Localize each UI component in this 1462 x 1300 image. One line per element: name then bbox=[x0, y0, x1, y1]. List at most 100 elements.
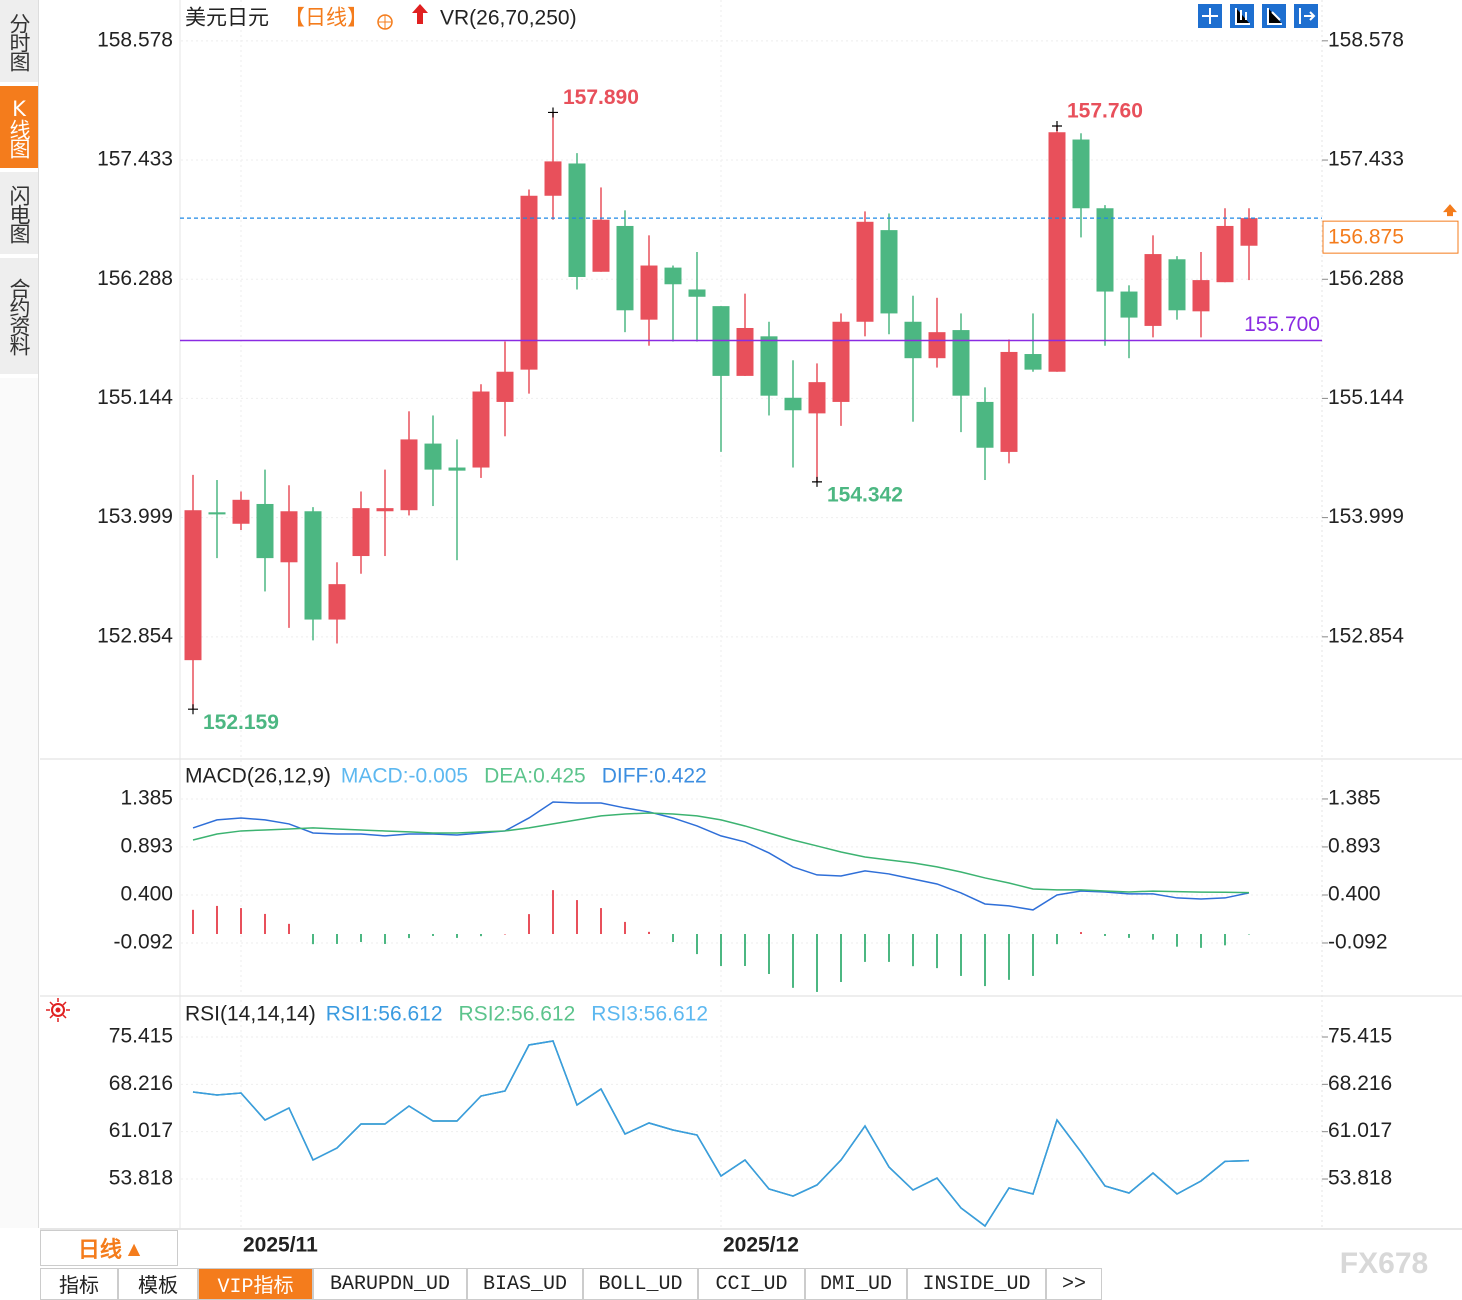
candle-body bbox=[1216, 225, 1234, 283]
candle-body bbox=[208, 512, 226, 515]
indicator-tab[interactable]: 指标 bbox=[40, 1268, 118, 1300]
y-tick-label: 0.400 bbox=[120, 883, 173, 906]
histogram-bar bbox=[1056, 934, 1058, 945]
y-tick-label: 68.216 bbox=[109, 1072, 173, 1095]
y-tick-label-right: 157.433 bbox=[1328, 148, 1404, 171]
candle-body bbox=[352, 508, 370, 557]
up-arrow-icon bbox=[412, 4, 428, 24]
side-tab[interactable]: 分时图 bbox=[0, 0, 38, 86]
histogram-bar bbox=[1128, 934, 1130, 938]
extreme-label: 152.159 bbox=[203, 711, 279, 734]
y-tick-label: 156.288 bbox=[97, 267, 173, 290]
histogram-bar bbox=[336, 934, 338, 944]
indicator-tab[interactable]: 模板 bbox=[118, 1268, 198, 1300]
period-tab-arrow: ▲ bbox=[127, 1238, 141, 1258]
histogram-bar bbox=[696, 934, 698, 955]
histogram-bar bbox=[888, 934, 890, 962]
series-line bbox=[192, 812, 1250, 894]
candle-body bbox=[616, 225, 634, 311]
histogram-bar bbox=[1176, 934, 1178, 947]
legend-entry: DEA:0.425 bbox=[484, 765, 586, 788]
candle-body bbox=[784, 397, 802, 411]
indicator-tab[interactable]: BARUPDN_UD bbox=[313, 1268, 467, 1300]
histogram-bar bbox=[768, 934, 770, 974]
last-price-arrow bbox=[1443, 204, 1457, 217]
histogram-bar bbox=[648, 931, 650, 935]
indicator-tab[interactable]: DMI_UD bbox=[805, 1268, 907, 1300]
histogram-bar bbox=[912, 934, 914, 967]
y-tick-label: 153.999 bbox=[97, 505, 173, 528]
add-indicator-icon[interactable] bbox=[377, 14, 393, 30]
y-tick-label-right: 156.288 bbox=[1328, 267, 1404, 290]
reference-label: 155.700 bbox=[1244, 313, 1320, 336]
candle-body bbox=[592, 219, 610, 272]
histogram-bar bbox=[480, 934, 482, 937]
y-tick-label-right: 75.415 bbox=[1328, 1025, 1392, 1048]
y-tick-label: 75.415 bbox=[109, 1025, 173, 1048]
legend-entry: RSI2:56.612 bbox=[459, 1003, 576, 1026]
histogram-bar bbox=[816, 934, 818, 992]
y-tick-label: 157.433 bbox=[97, 148, 173, 171]
candle-body bbox=[184, 510, 202, 661]
candle-body bbox=[520, 195, 538, 370]
candle-body bbox=[976, 401, 994, 448]
candle-body bbox=[1048, 132, 1066, 372]
period-tab[interactable]: 日线 ▲ bbox=[40, 1230, 178, 1266]
y-tick-label-right: 155.144 bbox=[1328, 386, 1404, 409]
indicator-tab[interactable]: VIP指标 bbox=[198, 1268, 313, 1300]
y-tick-label-right: 1.385 bbox=[1328, 787, 1381, 810]
histogram-bar bbox=[624, 921, 626, 935]
candle-body bbox=[1144, 254, 1162, 326]
histogram-bar bbox=[864, 934, 866, 962]
y-tick-label: 152.854 bbox=[97, 624, 173, 647]
toolbar-icons[interactable] bbox=[1198, 4, 1318, 28]
extreme-label: 157.890 bbox=[563, 86, 639, 109]
legend-entry: DIFF:0.422 bbox=[602, 765, 707, 788]
legend-entry: RSI3:56.612 bbox=[591, 1003, 708, 1026]
indicator-tabs: 指标 模板 VIP指标 BARUPDN_UD BIAS_UD BOLL_UD CCI_UD D… bbox=[40, 1268, 1102, 1300]
candle-body bbox=[808, 382, 826, 414]
period-label: 【日线】 bbox=[284, 7, 368, 30]
sidebar: 分时图 K线图 闪电图 合约资料 bbox=[0, 0, 39, 1228]
side-tab[interactable]: 闪电图 bbox=[0, 172, 38, 258]
y-tick-label-right: 53.818 bbox=[1328, 1167, 1392, 1190]
candle-body bbox=[688, 289, 706, 297]
histogram-bar bbox=[1104, 934, 1106, 936]
candle-body bbox=[448, 467, 466, 471]
last-price-box bbox=[1322, 220, 1459, 254]
histogram-bar bbox=[792, 934, 794, 988]
extreme-label: 154.342 bbox=[827, 483, 903, 506]
y-tick-label-right: 68.216 bbox=[1328, 1072, 1392, 1095]
candle-body bbox=[952, 330, 970, 396]
legend-entry: MACD:-0.005 bbox=[341, 765, 468, 788]
indicator-tab[interactable]: BOLL_UD bbox=[583, 1268, 698, 1300]
candle-body bbox=[880, 230, 898, 314]
indicator-tab[interactable]: CCI_UD bbox=[698, 1268, 805, 1300]
y-tick-label-right: 61.017 bbox=[1328, 1119, 1392, 1142]
indicator-tab[interactable]: BIAS_UD bbox=[467, 1268, 583, 1300]
histogram-bar bbox=[1008, 934, 1010, 980]
extreme-label: 157.760 bbox=[1067, 100, 1143, 123]
candle-body bbox=[544, 161, 562, 196]
histogram-bar bbox=[1032, 934, 1034, 976]
y-tick-label-right: 152.854 bbox=[1328, 624, 1404, 647]
side-tab[interactable]: K线图 bbox=[0, 86, 38, 172]
histogram-bar bbox=[1224, 934, 1226, 946]
side-tab[interactable]: 合约资料 bbox=[0, 258, 38, 378]
histogram-bar bbox=[960, 934, 962, 976]
candle-body bbox=[256, 503, 274, 559]
rsi-settings-icon[interactable] bbox=[46, 998, 70, 1022]
candle-body bbox=[832, 321, 850, 402]
candle-body bbox=[1024, 354, 1042, 370]
indicator-tab[interactable]: >> bbox=[1046, 1268, 1102, 1300]
histogram-bar bbox=[384, 934, 386, 944]
extreme-marker bbox=[548, 107, 558, 118]
y-tick-label: 155.144 bbox=[97, 386, 173, 409]
y-tick-label: -0.092 bbox=[113, 931, 173, 954]
histogram-bar bbox=[984, 934, 986, 987]
candle-body bbox=[760, 336, 778, 396]
indicator-tab[interactable]: INSIDE_UD bbox=[907, 1268, 1046, 1300]
histogram-bar bbox=[1152, 934, 1154, 940]
